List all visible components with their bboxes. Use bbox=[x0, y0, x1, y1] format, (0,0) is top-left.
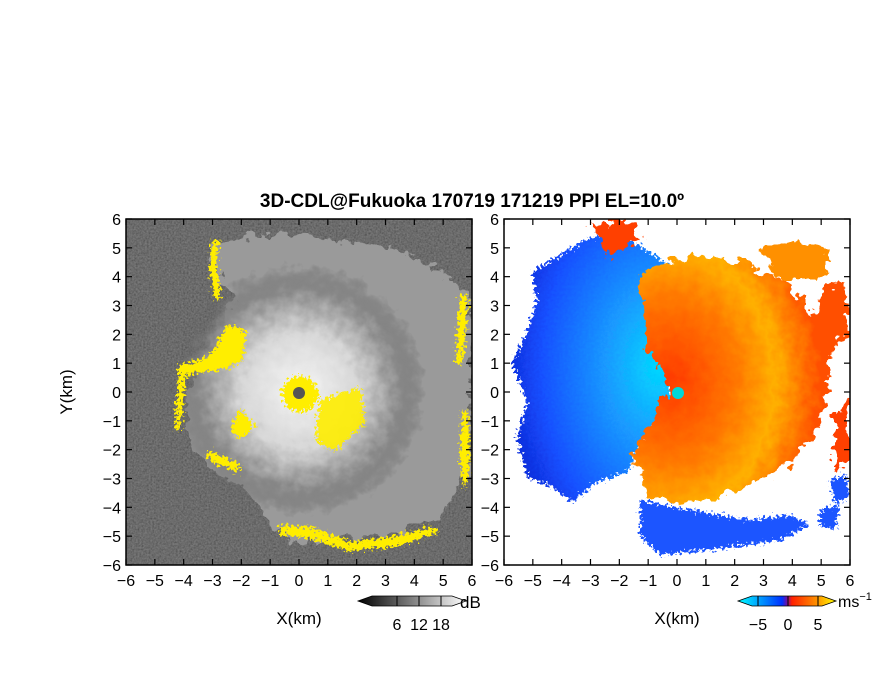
left-x-axis-label: X(km) bbox=[276, 609, 321, 628]
right-x-tick-label: 4 bbox=[788, 573, 797, 590]
right-axes: −6 −5 −4 −3 −2 −1 0 1 2 3 4 5 6 6 5 4 3 2 1 0 −1 −2 −3 −4 −5 −6 bbox=[481, 212, 855, 590]
left-x-tick-label: −6 bbox=[117, 573, 135, 590]
left-x-tick-label: −5 bbox=[146, 573, 164, 590]
right-y-tick-label: 1 bbox=[490, 356, 499, 373]
left-x-tick-label: −4 bbox=[175, 573, 193, 590]
figure-title: 3D-CDL@Fukuoka 170719 171219 PPI EL=10.0… bbox=[260, 191, 684, 212]
left-colorbar-tick-label: 12 bbox=[410, 617, 428, 634]
right-x-tick-label: −1 bbox=[639, 573, 657, 590]
left-y-tick-label: 3 bbox=[112, 299, 121, 316]
left-y-tick-label: −6 bbox=[103, 558, 121, 575]
left-y-tick-label: 4 bbox=[112, 270, 121, 287]
left-colorbar-tick-label: 6 bbox=[393, 617, 402, 634]
right-x-tick-label: −2 bbox=[610, 573, 628, 590]
left-x-tick-label: 2 bbox=[352, 573, 361, 590]
left-axes: −6 −5 −4 −3 −2 −1 0 1 2 3 4 5 6 6 5 4 3 2 1 0 −1 −2 −3 −4 −5 −6 bbox=[103, 212, 477, 590]
right-colorbar-unit-exponent: −1 bbox=[859, 591, 872, 603]
left-colorbar-tick-label: 18 bbox=[432, 617, 450, 634]
right-y-tick-label: 2 bbox=[490, 327, 499, 344]
left-y-tick-label: 5 bbox=[112, 241, 121, 258]
right-colorbar-unit: ms−1 bbox=[838, 591, 872, 611]
right-panel: −6 −5 −4 −3 −2 −1 0 1 2 3 4 5 6 6 5 4 3 2 1 0 −1 −2 −3 −4 −5 −6 X… bbox=[481, 212, 872, 634]
left-y-tick-label: −1 bbox=[103, 414, 121, 431]
right-x-tick-label: 1 bbox=[701, 573, 710, 590]
left-y-tick-label: 1 bbox=[112, 356, 121, 373]
right-y-tick-label: −4 bbox=[481, 500, 499, 517]
left-y-tick-label: −4 bbox=[103, 500, 121, 517]
right-colorbar-tick-label: 0 bbox=[784, 617, 793, 634]
left-colorbar-ticks: 6 12 18 bbox=[393, 596, 450, 634]
left-x-tick-label: −3 bbox=[203, 573, 221, 590]
right-y-tick-label: 5 bbox=[490, 241, 499, 258]
left-x-tick-label: 4 bbox=[410, 573, 419, 590]
right-colorbar: −5 0 5 ms−1 bbox=[736, 591, 872, 634]
left-x-tick-label: −1 bbox=[261, 573, 279, 590]
right-x-tick-label: 3 bbox=[759, 573, 768, 590]
left-y-tick-label: −3 bbox=[103, 472, 121, 489]
right-y-tick-label: 3 bbox=[490, 299, 499, 316]
left-x-tick-label: 5 bbox=[439, 573, 448, 590]
right-x-tick-label: 6 bbox=[846, 573, 855, 590]
right-colorbar-tick-label: 5 bbox=[814, 617, 823, 634]
left-y-tick-label: −5 bbox=[103, 529, 121, 546]
right-x-axis-label: X(km) bbox=[654, 609, 699, 628]
left-x-tick-label: 1 bbox=[323, 573, 332, 590]
right-x-tick-label: −5 bbox=[524, 573, 542, 590]
right-y-tick-label: −5 bbox=[481, 529, 499, 546]
right-colorbar-ticks: −5 0 5 bbox=[749, 596, 823, 634]
right-colorbar-tick-label: −5 bbox=[749, 617, 767, 634]
right-x-tick-label: 2 bbox=[730, 573, 739, 590]
right-radar-image bbox=[504, 219, 850, 565]
right-x-tick-label: −6 bbox=[495, 573, 513, 590]
left-x-tick-label: 3 bbox=[381, 573, 390, 590]
right-x-tick-label: 5 bbox=[817, 573, 826, 590]
left-radar-image bbox=[126, 219, 472, 565]
left-y-tick-label: 2 bbox=[112, 327, 121, 344]
right-x-tick-label: −3 bbox=[581, 573, 599, 590]
left-y-tick-label: 6 bbox=[112, 212, 121, 229]
right-y-tick-label: −2 bbox=[481, 443, 499, 460]
right-colorbar-unit-base: ms bbox=[838, 594, 859, 611]
right-y-tick-label: 6 bbox=[490, 212, 499, 229]
right-y-tick-label: 4 bbox=[490, 270, 499, 287]
left-colorbar: 6 12 18 dB bbox=[356, 593, 481, 634]
right-colorbar-bar bbox=[736, 595, 838, 607]
right-y-tick-label: −1 bbox=[481, 414, 499, 431]
right-x-tick-label: −4 bbox=[553, 573, 571, 590]
right-y-tick-label: −3 bbox=[481, 472, 499, 489]
left-x-tick-label: −2 bbox=[232, 573, 250, 590]
left-colorbar-bar bbox=[356, 595, 468, 607]
right-y-tick-label: 0 bbox=[490, 385, 499, 402]
left-x-tick-label: 6 bbox=[468, 573, 477, 590]
left-colorbar-unit: dB bbox=[460, 593, 481, 612]
right-y-tick-label: −6 bbox=[481, 558, 499, 575]
right-x-tick-label: 0 bbox=[673, 573, 682, 590]
left-y-tick-label: 0 bbox=[112, 385, 121, 402]
left-x-tick-label: 0 bbox=[295, 573, 304, 590]
left-y-tick-label: −2 bbox=[103, 443, 121, 460]
left-y-axis-label: Y(km) bbox=[57, 369, 76, 414]
